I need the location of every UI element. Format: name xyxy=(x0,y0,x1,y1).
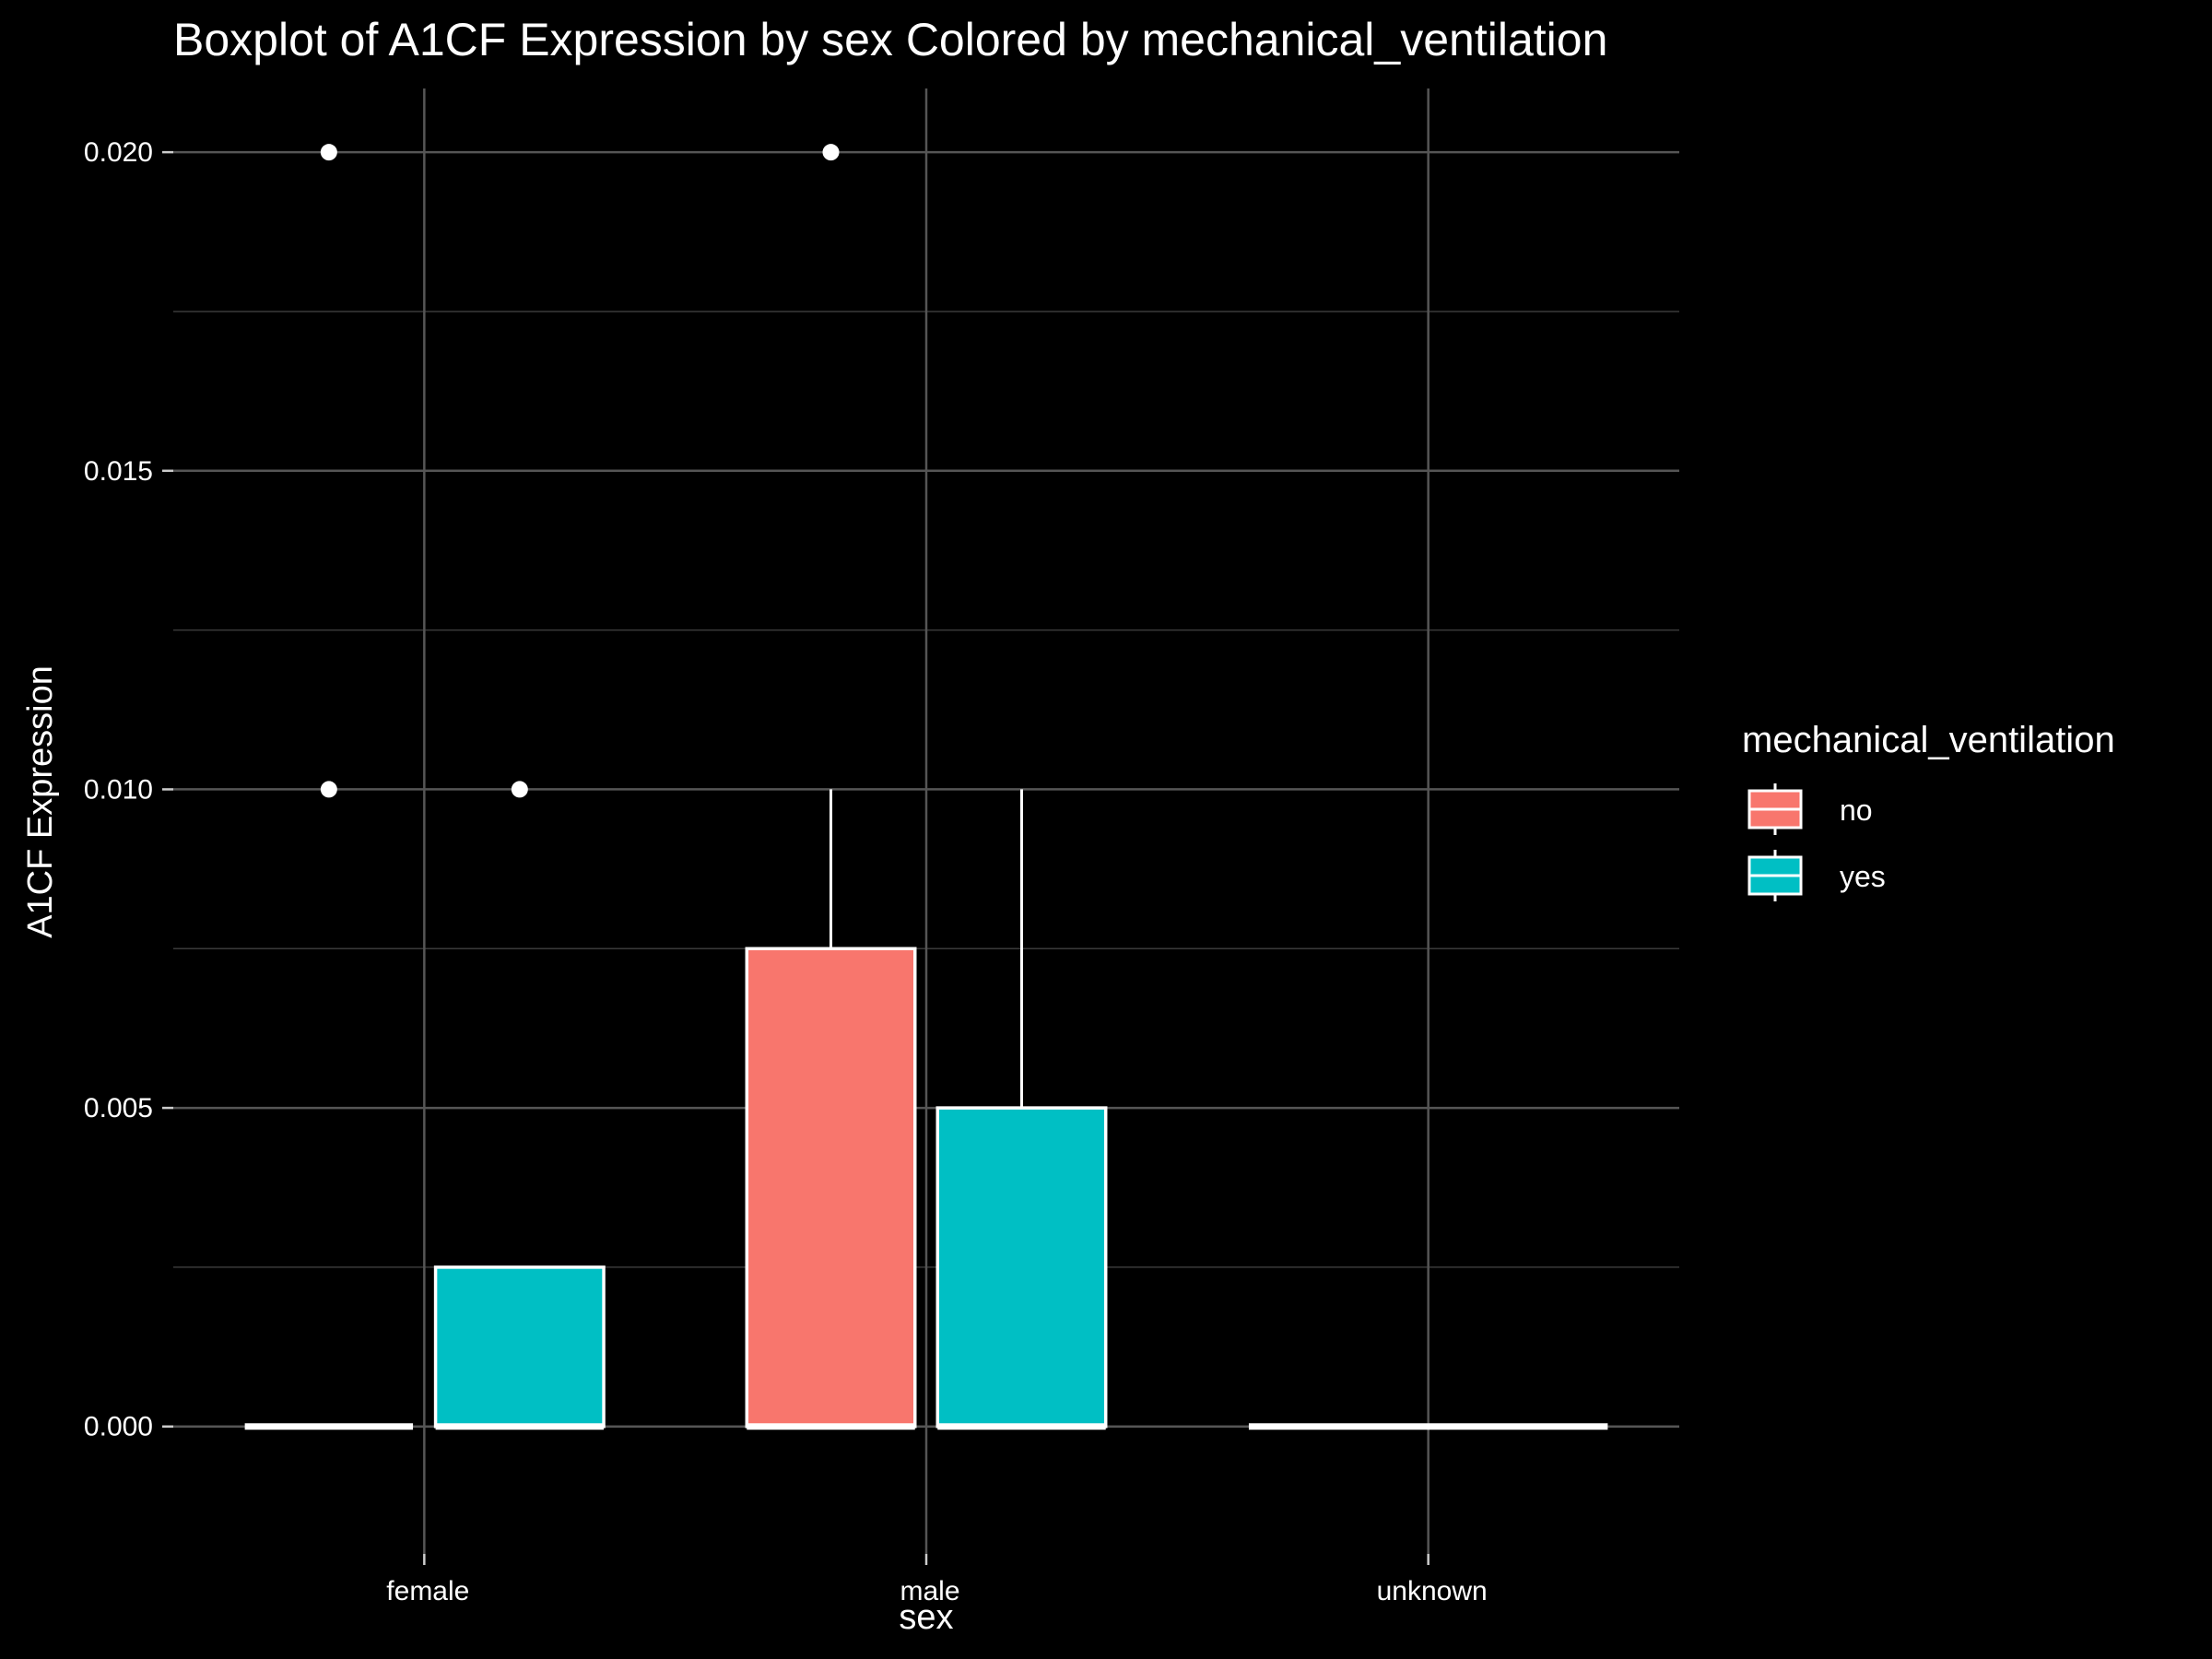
legend-label: yes xyxy=(1840,860,1886,893)
legend: mechanical_ventilation no yes xyxy=(1742,720,2115,901)
chart-title: Boxplot of A1CF Expression by sex Colore… xyxy=(173,14,1607,65)
y-axis: 0.000 0.005 0.010 0.015 0.020 xyxy=(84,137,173,1442)
box-body xyxy=(433,1265,606,1429)
y-tick-label: 0.015 xyxy=(84,456,153,487)
box-female-yes xyxy=(433,781,606,1430)
x-tick-label: female xyxy=(386,1576,469,1606)
y-tick-label: 0.005 xyxy=(84,1093,153,1124)
legend-title: mechanical_ventilation xyxy=(1742,720,2115,760)
boxes-layer xyxy=(244,144,1608,1430)
legend-entry-no: no xyxy=(1747,783,1873,835)
box-body xyxy=(935,1106,1108,1429)
legend-entry-yes: yes xyxy=(1747,850,1886,901)
x-tick-label: male xyxy=(900,1576,959,1606)
y-axis-title: A1CF Expression xyxy=(21,665,60,938)
x-axis-title: sex xyxy=(899,1598,953,1637)
x-tick-label: unknown xyxy=(1377,1576,1488,1606)
outlier-point xyxy=(320,144,337,161)
x-axis: female male unknown xyxy=(386,1554,1488,1606)
outlier-point xyxy=(822,144,840,161)
y-tick-label: 0.020 xyxy=(84,137,153,168)
grid-lines xyxy=(173,88,1679,1554)
y-tick-label: 0.000 xyxy=(84,1412,153,1442)
box-female-no xyxy=(244,144,414,1430)
outlier-point xyxy=(320,781,337,798)
box-male-no xyxy=(745,144,917,1430)
legend-label: no xyxy=(1840,794,1873,827)
box-male-yes xyxy=(935,789,1108,1430)
box-body xyxy=(745,947,917,1429)
outlier-point xyxy=(511,781,528,798)
y-tick-label: 0.010 xyxy=(84,774,153,805)
